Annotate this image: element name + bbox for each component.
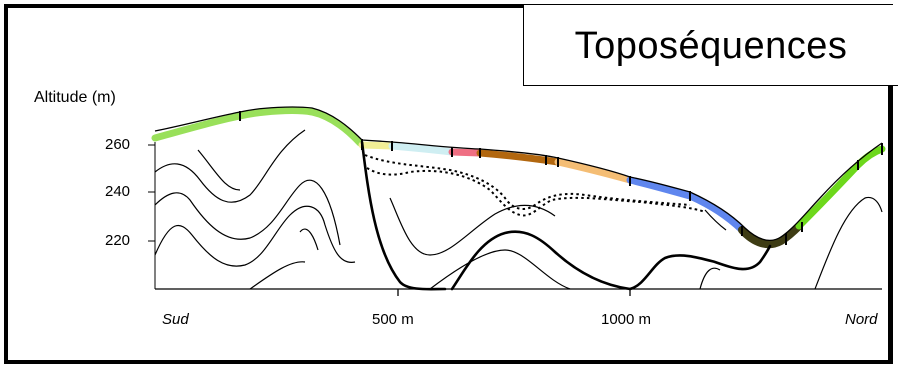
title-box: Toposéquences	[523, 5, 898, 86]
soil-band-brown	[476, 149, 562, 166]
y-tick-260: 260	[105, 136, 131, 153]
geological-folds	[154, 129, 883, 290]
x-label-sud: Sud	[162, 311, 189, 328]
dotted-horizons	[364, 154, 706, 217]
figure-title: Toposéquences	[574, 24, 848, 67]
x-label-nord: Nord	[845, 311, 878, 328]
soil-band-light-cyan	[388, 142, 456, 156]
x-tick-1000m: 1000 m	[601, 311, 652, 328]
ground-surface-line	[154, 106, 883, 242]
soil-band-pink	[448, 148, 484, 157]
soil-band-slope-green	[795, 145, 886, 230]
soil-bands	[151, 107, 886, 249]
y-tick-240: 240	[105, 183, 131, 200]
bold-horizons	[360, 140, 772, 291]
y-axis-label: Altitude (m)	[34, 89, 116, 106]
x-tick-500m: 500 m	[372, 311, 414, 328]
soil-band-pale-yellow	[358, 141, 396, 150]
soil-band-upland	[151, 107, 364, 147]
y-tick-220: 220	[105, 232, 131, 249]
soil-band-dark-olive	[738, 222, 803, 249]
soil-band-tan	[554, 158, 634, 184]
